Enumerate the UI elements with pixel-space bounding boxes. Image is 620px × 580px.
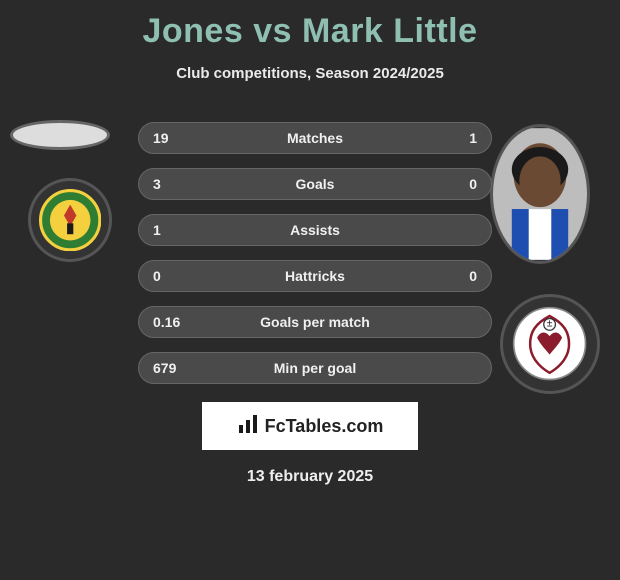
stat-right-value: 0 xyxy=(437,268,477,284)
stat-label: Goals per match xyxy=(193,314,437,330)
left-club-badge xyxy=(28,178,112,262)
stat-left-value: 19 xyxy=(153,130,193,146)
stat-row-goals-per-match: 0.16 Goals per match xyxy=(138,306,492,338)
stat-left-value: 1 xyxy=(153,222,193,238)
stat-label: Min per goal xyxy=(193,360,437,376)
stat-label: Assists xyxy=(193,222,437,238)
stat-right-value: 1 xyxy=(437,130,477,146)
stat-row-hattricks: 0 Hattricks 0 xyxy=(138,260,492,292)
stat-label: Goals xyxy=(193,176,437,192)
stat-label: Hattricks xyxy=(193,268,437,284)
stat-left-value: 679 xyxy=(153,360,193,376)
stats-container: 19 Matches 1 3 Goals 0 1 Assists 0 Hattr… xyxy=(138,122,492,398)
brand-logo-icon xyxy=(237,413,259,440)
date-text: 13 february 2025 xyxy=(0,468,620,486)
club-crest-icon xyxy=(512,306,587,381)
player-face-icon xyxy=(493,127,587,261)
club-crest-icon xyxy=(39,189,101,251)
left-player-avatar xyxy=(10,120,110,150)
subtitle: Club competitions, Season 2024/2025 xyxy=(0,65,620,82)
brand-text: FcTables.com xyxy=(265,416,384,437)
brand-box: FcTables.com xyxy=(202,402,418,450)
stat-row-assists: 1 Assists xyxy=(138,214,492,246)
stat-label: Matches xyxy=(193,130,437,146)
page-title: Jones vs Mark Little xyxy=(0,0,620,51)
stat-row-goals: 3 Goals 0 xyxy=(138,168,492,200)
right-club-badge xyxy=(500,294,600,394)
stat-row-matches: 19 Matches 1 xyxy=(138,122,492,154)
stat-left-value: 0.16 xyxy=(153,314,193,330)
stat-left-value: 3 xyxy=(153,176,193,192)
stat-right-value: 0 xyxy=(437,176,477,192)
stat-row-min-per-goal: 679 Min per goal xyxy=(138,352,492,384)
stat-left-value: 0 xyxy=(153,268,193,284)
right-player-avatar xyxy=(490,124,590,264)
